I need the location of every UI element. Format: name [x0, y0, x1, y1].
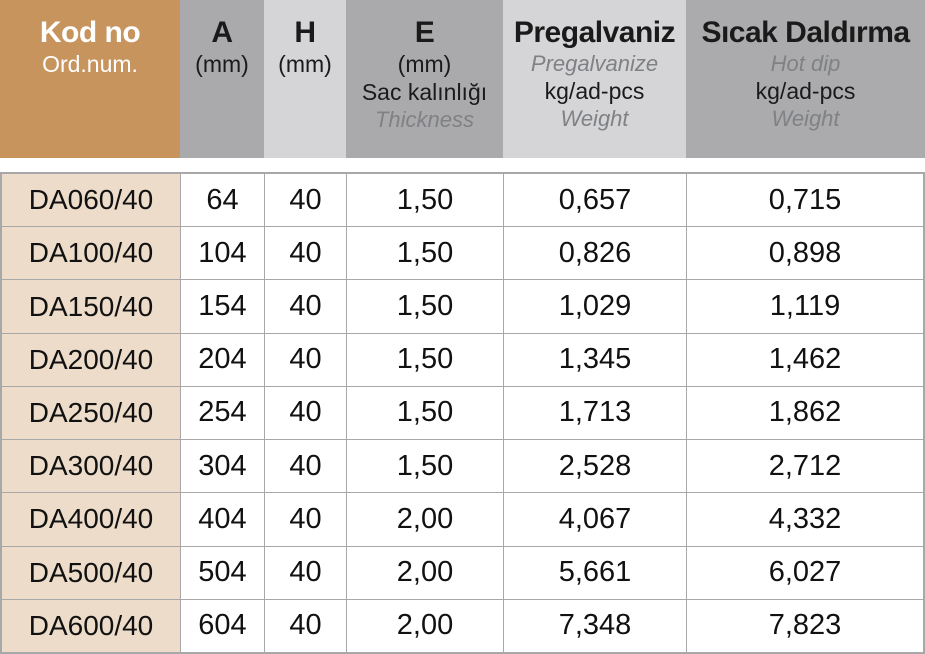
cell-hot-dip-weight: 0,715	[686, 174, 923, 227]
header-title-sicak-daldirma: Sıcak Daldırma	[701, 16, 910, 49]
cell-a-mm: 204	[180, 333, 264, 386]
header-title-a: A	[211, 16, 233, 49]
cell-pregalvaniz-weight: 5,661	[503, 546, 686, 599]
header-col-kod-no: Kod no Ord.num.	[0, 0, 180, 158]
cell-a-mm: 64	[180, 174, 264, 227]
cell-e-thickness: 1,50	[346, 174, 503, 227]
cell-pregalvaniz-weight: 0,826	[503, 227, 686, 280]
cell-hot-dip-weight: 4,332	[686, 493, 923, 546]
row-code-cell: DA250/40	[2, 386, 180, 440]
header-title-kod-no: Kod no	[39, 16, 141, 49]
row-code-cell: DA400/40	[2, 493, 180, 546]
header-label-thickness: Thickness	[374, 107, 475, 132]
cell-a-mm: 154	[180, 280, 264, 333]
table-row: DA300/40 304 40 1,50 2,528 2,712	[2, 439, 923, 493]
header-subtitle-pregalvanize: Pregalvanize	[530, 51, 659, 76]
cell-h-mm: 40	[264, 280, 346, 333]
header-label-weight-sicak: Weight	[771, 106, 840, 131]
row-code-cell: DA600/40	[2, 599, 180, 652]
header-col-a: A (mm)	[180, 0, 264, 158]
header-unit-pregalvaniz: kg/ad-pcs	[544, 78, 645, 104]
table-row: DA100/40 104 40 1,50 0,826 0,898	[2, 226, 923, 280]
table-row: DA500/40 504 40 2,00 5,661 6,027	[2, 545, 923, 599]
row-code-cell: DA100/40	[2, 227, 180, 280]
cell-a-mm: 254	[180, 386, 264, 440]
cell-pregalvaniz-weight: 4,067	[503, 493, 686, 546]
cell-a-mm: 604	[180, 599, 264, 652]
header-title-h: H	[294, 16, 316, 49]
cell-e-thickness: 1,50	[346, 227, 503, 280]
table-row: DA400/40 404 40 2,00 4,067 4,332	[2, 492, 923, 546]
row-code-cell: DA200/40	[2, 333, 180, 386]
cell-e-thickness: 2,00	[346, 493, 503, 546]
cell-h-mm: 40	[264, 599, 346, 652]
table-row: DA060/40 64 40 1,50 0,657 0,715	[2, 174, 923, 227]
cell-a-mm: 104	[180, 227, 264, 280]
cell-hot-dip-weight: 1,862	[686, 386, 923, 440]
header-subtitle-ord-num: Ord.num.	[42, 51, 138, 77]
table-header: Kod no Ord.num. A (mm) H (mm) E (mm) Sac…	[0, 0, 925, 158]
cell-a-mm: 404	[180, 493, 264, 546]
cell-pregalvaniz-weight: 0,657	[503, 174, 686, 227]
cell-pregalvaniz-weight: 2,528	[503, 440, 686, 493]
row-code-cell: DA150/40	[2, 280, 180, 333]
header-unit-e: (mm)	[397, 51, 452, 77]
table-body: DA060/40 64 40 1,50 0,657 0,715 DA100/40 104 40 1…	[0, 172, 925, 654]
header-label-weight-pregalvaniz: Weight	[560, 106, 629, 131]
row-code-cell: DA300/40	[2, 440, 180, 493]
cell-a-mm: 304	[180, 440, 264, 493]
header-unit-h: (mm)	[278, 51, 332, 77]
cell-e-thickness: 1,50	[346, 386, 503, 440]
header-unit-a: (mm)	[195, 51, 249, 77]
cell-e-thickness: 2,00	[346, 599, 503, 652]
cell-h-mm: 40	[264, 440, 346, 493]
cell-e-thickness: 2,00	[346, 546, 503, 599]
cell-h-mm: 40	[264, 386, 346, 440]
header-label-sac-kalinligi: Sac kalınlığı	[361, 79, 488, 105]
cell-e-thickness: 1,50	[346, 440, 503, 493]
header-subtitle-hot-dip: Hot dip	[770, 51, 841, 76]
header-body-gap	[0, 158, 925, 172]
cell-pregalvaniz-weight: 1,029	[503, 280, 686, 333]
cell-hot-dip-weight: 1,462	[686, 333, 923, 386]
cell-h-mm: 40	[264, 174, 346, 227]
header-col-sicak-daldirma: Sıcak Daldırma Hot dip kg/ad-pcs Weight	[686, 0, 925, 158]
table-row: DA250/40 254 40 1,50 1,713 1,862	[2, 385, 923, 440]
cell-hot-dip-weight: 7,823	[686, 599, 923, 652]
table-row: DA150/40 154 40 1,50 1,029 1,119	[2, 279, 923, 333]
cell-h-mm: 40	[264, 546, 346, 599]
header-unit-sicak-daldirma: kg/ad-pcs	[755, 78, 856, 104]
header-title-e: E	[414, 16, 435, 49]
cell-hot-dip-weight: 2,712	[686, 440, 923, 493]
row-code-cell: DA500/40	[2, 546, 180, 599]
header-col-e: E (mm) Sac kalınlığı Thickness	[346, 0, 503, 158]
cell-hot-dip-weight: 1,119	[686, 280, 923, 333]
table-row: DA200/40 204 40 1,50 1,345 1,462	[2, 332, 923, 386]
cell-a-mm: 504	[180, 546, 264, 599]
cell-h-mm: 40	[264, 333, 346, 386]
cell-hot-dip-weight: 0,898	[686, 227, 923, 280]
cell-e-thickness: 1,50	[346, 280, 503, 333]
cell-pregalvaniz-weight: 1,345	[503, 333, 686, 386]
cell-h-mm: 40	[264, 227, 346, 280]
header-col-h: H (mm)	[264, 0, 346, 158]
table-row: DA600/40 604 40 2,00 7,348 7,823	[2, 598, 923, 652]
header-title-pregalvaniz: Pregalvaniz	[513, 16, 676, 49]
row-code-cell: DA060/40	[2, 174, 180, 227]
header-col-pregalvaniz: Pregalvaniz Pregalvanize kg/ad-pcs Weigh…	[503, 0, 686, 158]
cell-h-mm: 40	[264, 493, 346, 546]
cell-e-thickness: 1,50	[346, 333, 503, 386]
cell-hot-dip-weight: 6,027	[686, 546, 923, 599]
cell-pregalvaniz-weight: 1,713	[503, 386, 686, 440]
cell-pregalvaniz-weight: 7,348	[503, 599, 686, 652]
